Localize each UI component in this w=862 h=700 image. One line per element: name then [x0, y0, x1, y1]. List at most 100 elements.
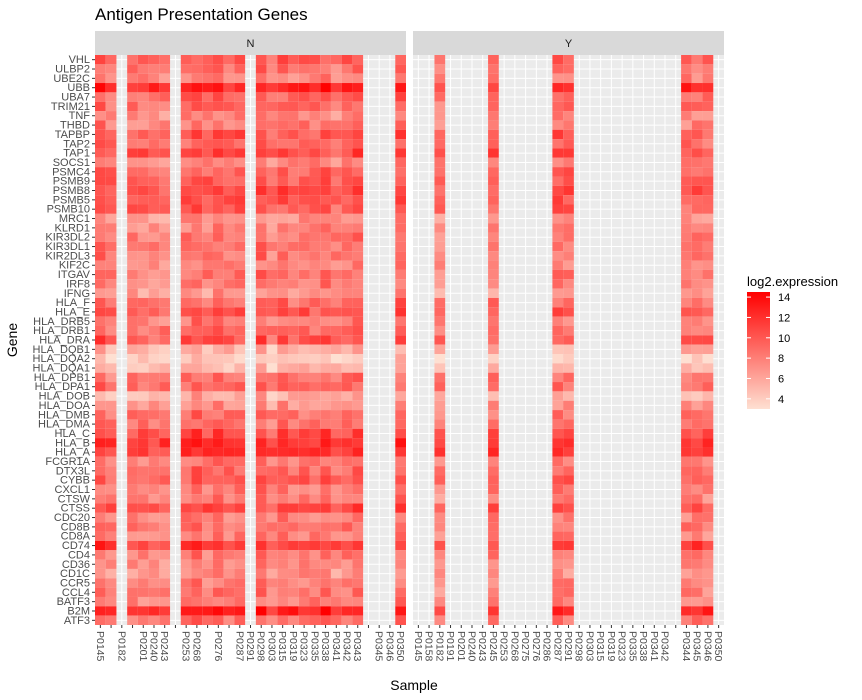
heatmap-cell: [563, 578, 574, 588]
heatmap-cell: [434, 606, 446, 616]
heatmap-cell: [691, 316, 703, 326]
heatmap-cell: [127, 475, 138, 485]
heatmap-cell: [309, 101, 321, 112]
heatmap-cell: [234, 213, 246, 224]
heatmap-cell: [488, 73, 499, 84]
heatmap-cell: [266, 279, 278, 289]
heatmap-cell: [702, 559, 714, 569]
heatmap-cell: [159, 596, 171, 607]
heatmap-cell: [563, 335, 574, 345]
heatmap-cell: [277, 438, 289, 448]
heatmap-cell: [352, 522, 364, 532]
heatmap-cell: [352, 512, 364, 523]
heatmap-cell: [223, 120, 235, 130]
heatmap-cell: [488, 382, 499, 392]
heatmap-cell: [309, 260, 321, 270]
heatmap-cell: [202, 335, 213, 345]
heatmap-cell: [320, 195, 331, 205]
heatmap-cell: [288, 335, 299, 345]
heatmap-cell: [298, 559, 310, 569]
heatmap-cell: [223, 615, 235, 625]
heatmap-cell: [95, 512, 106, 523]
heatmap-cell: [691, 129, 703, 140]
heatmap-cell: [202, 344, 213, 355]
heatmap-cell: [341, 410, 353, 420]
heatmap-cell: [95, 213, 106, 224]
heatmap-cell: [266, 550, 278, 560]
heatmap-cell: [148, 55, 160, 65]
heatmap-cell: [105, 129, 117, 140]
heatmap-cell: [552, 587, 564, 597]
heatmap-cell: [691, 456, 703, 467]
heatmap-cell: [330, 568, 342, 579]
heatmap-cell: [255, 466, 267, 476]
heatmap-cell: [691, 176, 703, 186]
heatmap-cell: [352, 615, 364, 625]
heatmap-cell: [212, 587, 224, 597]
heatmap-cell: [159, 447, 171, 457]
heatmap-cell: [277, 223, 289, 233]
heatmap-cell: [234, 428, 246, 439]
heatmap-cell: [298, 391, 310, 401]
heatmap-cell: [277, 269, 289, 280]
heatmap-cell: [95, 540, 106, 551]
heatmap-cell: [309, 195, 321, 205]
heatmap-cell: [105, 101, 117, 112]
heatmap-cell: [681, 503, 692, 513]
heatmap-cell: [202, 316, 213, 326]
heatmap-cell: [320, 596, 331, 607]
heatmap-cell: [223, 475, 235, 485]
heatmap-cell: [434, 391, 446, 401]
heatmap-cell: [148, 382, 160, 392]
heatmap-cell: [234, 148, 246, 158]
heatmap-cell: [223, 456, 235, 467]
heatmap-cell: [95, 391, 106, 401]
heatmap-cell: [105, 587, 117, 597]
heatmap-cell: [298, 167, 310, 177]
heatmap-cell: [105, 438, 117, 448]
heatmap-cell: [288, 176, 299, 186]
heatmap-cell: [341, 428, 353, 439]
heatmap-cell: [563, 363, 574, 373]
y-tick-label: HLA_E: [55, 306, 90, 318]
heatmap-cell: [277, 297, 289, 308]
y-tick-label: CD36: [62, 559, 90, 571]
heatmap-cell: [180, 73, 192, 84]
heatmap-cell: [180, 400, 192, 411]
heatmap-cell: [277, 494, 289, 504]
heatmap-cell: [255, 288, 267, 298]
x-tick-label: P0335: [626, 631, 638, 662]
heatmap-cell: [180, 64, 192, 74]
heatmap-cell: [255, 438, 267, 448]
heatmap-cell: [266, 606, 278, 616]
heatmap-cell: [702, 83, 714, 93]
heatmap-cell: [159, 73, 171, 84]
heatmap-cell: [255, 148, 267, 158]
heatmap-cell: [127, 55, 138, 65]
heatmap-cell: [148, 447, 160, 457]
heatmap-cell: [552, 129, 564, 140]
heatmap-cell: [266, 438, 278, 448]
heatmap-cell: [212, 307, 224, 317]
heatmap-cell: [277, 596, 289, 607]
heatmap-cell: [191, 456, 203, 467]
heatmap-cell: [330, 344, 342, 355]
heatmap-cell: [352, 111, 364, 121]
heatmap-cell: [395, 494, 406, 504]
heatmap-cell: [488, 568, 499, 579]
heatmap-cell: [341, 223, 353, 233]
heatmap-cell: [191, 587, 203, 597]
heatmap-cell: [702, 279, 714, 289]
heatmap-cell: [223, 167, 235, 177]
heatmap-cell: [563, 64, 574, 74]
heatmap-cell: [288, 185, 299, 196]
heatmap-cell: [234, 559, 246, 569]
heatmap-cell: [105, 568, 117, 579]
heatmap-cell: [137, 344, 149, 355]
heatmap-cell: [234, 606, 246, 616]
heatmap-cell: [552, 157, 564, 168]
heatmap-cell: [277, 344, 289, 355]
heatmap-cell: [266, 578, 278, 588]
heatmap-cell: [137, 148, 149, 158]
x-tick-label: P0245: [487, 631, 499, 662]
